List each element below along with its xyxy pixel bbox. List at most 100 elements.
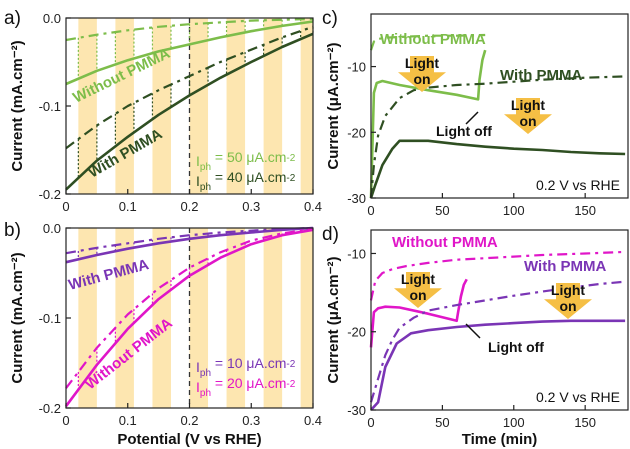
iph-part: -2 — [286, 379, 295, 390]
iph-part: ph — [200, 368, 211, 379]
y-axis-label: Current (μA.cm⁻²) — [325, 256, 342, 383]
iph-part: I — [196, 153, 200, 169]
light-stripe — [189, 18, 209, 194]
arrow-label: Light — [551, 282, 586, 298]
light-stripe — [226, 228, 246, 408]
iph-label: Iph = 50 μA.cm-2 — [196, 149, 296, 173]
light-stripe — [78, 18, 97, 194]
annotation-without-pmma: Without PMMA — [380, 31, 486, 48]
x-tick-label: 0 — [62, 413, 69, 428]
series-line-without-pmma-light — [369, 33, 486, 51]
light-stripe — [78, 228, 97, 408]
down-arrow-icon — [394, 272, 442, 308]
light-stripe — [115, 228, 134, 408]
series-line-without-pmma-light — [65, 227, 314, 389]
x-tick-label: 0.1 — [119, 413, 137, 428]
light-stripe — [152, 18, 171, 194]
panel-a: 0 0.1 0.2 0.3 0.4 0.0 -0.1 -0.2 a) Current (mA.cm… — [4, 8, 322, 214]
series-line-without-pmma-dark — [369, 49, 487, 199]
iph-label: Iph = 40 μA.cm-2 — [196, 169, 296, 193]
panel-b: 0 0.1 0.2 0.3 0.4 0.0 -0.1 -0.2 b) Current (mA.cm… — [4, 220, 322, 448]
iph-part: -2 — [286, 359, 295, 370]
y-tick-label: -20 — [347, 325, 366, 340]
x-tick-label: 0 — [367, 203, 374, 218]
x-axis-label: Time (min) — [462, 431, 538, 448]
x-axis-label: Potential (V vs RHE) — [117, 431, 261, 448]
axes-frame — [370, 229, 629, 411]
arrow-label: Light — [511, 97, 546, 113]
light-stripe — [152, 228, 171, 408]
panel-d: 0 50 100 150 -10 -20 -30 d) Current (μA.cm⁻²) Tim… — [322, 224, 629, 448]
arrow-label: Light — [401, 271, 436, 287]
iph-part: ph — [200, 182, 211, 193]
x-tick-label: 0 — [367, 415, 374, 430]
axes-frame — [370, 13, 629, 199]
annotation-with-pmma: With PMMA — [500, 67, 583, 84]
panel-c: 0 50 100 150 -10 -20 -30 c) Current (μA.cm⁻²) Wit… — [322, 8, 629, 218]
y-axis-label: Current (mA.cm⁻²) — [9, 40, 26, 171]
iph-label: Iph = 10 μA.cm-2 — [196, 355, 296, 379]
light-stripe — [115, 18, 134, 194]
y-axis-label: Current (mA.cm⁻²) — [9, 252, 26, 383]
arrow-label: on — [519, 113, 536, 129]
footnote: 0.2 V vs RHE — [536, 389, 620, 405]
y-tick-label: -30 — [347, 191, 366, 206]
arrow-label: on — [559, 298, 576, 314]
iph-part: -2 — [286, 153, 295, 164]
x-tick-label: 150 — [574, 203, 596, 218]
x-tick-label: 150 — [574, 415, 596, 430]
x-tick-label: 100 — [503, 415, 525, 430]
down-arrow-icon — [398, 56, 446, 92]
series-line-with-pmma-dark — [65, 32, 314, 191]
light-stripe — [300, 228, 313, 408]
x-tick-label: 0 — [62, 199, 69, 214]
y-axis-label: Current (μA.cm⁻²) — [325, 42, 342, 169]
y-tick-label: -0.1 — [39, 99, 61, 114]
annotation-light-off: Light off — [488, 339, 544, 355]
x-tick-label: 0.1 — [119, 199, 137, 214]
light-off-pointer — [465, 111, 479, 125]
iph-part: ph — [200, 388, 211, 399]
iph-part: ph — [200, 162, 211, 173]
iph-part: -2 — [286, 173, 295, 184]
light-stripe — [300, 18, 313, 194]
down-arrow-icon — [544, 283, 592, 319]
iph-part: I — [196, 379, 200, 395]
y-tick-label: -30 — [347, 403, 366, 418]
annotation-without-pmma: Without PMMA — [392, 234, 498, 251]
series-line-with-pmma-light — [369, 280, 626, 403]
x-tick-label: 0.4 — [304, 413, 322, 428]
y-tick-label: -0.2 — [39, 187, 61, 202]
arrow-label: on — [413, 71, 430, 87]
panel-label: b) — [4, 220, 21, 241]
x-tick-label: 0.2 — [180, 199, 198, 214]
x-tick-label: 100 — [503, 203, 525, 218]
y-tick-label: -10 — [347, 60, 366, 75]
y-tick-label: 0.0 — [43, 11, 61, 26]
series-line-without-pmma-light — [369, 250, 626, 301]
annotation-with-pmma: With PMMA — [524, 258, 607, 275]
footnote: 0.2 V vs RHE — [536, 177, 620, 193]
y-tick-label: -20 — [347, 125, 366, 140]
iph-part: = 10 μA.cm — [211, 355, 286, 371]
down-arrow-icon — [504, 98, 552, 134]
arrow-label: Light — [405, 55, 440, 71]
panel-label: c) — [322, 8, 338, 29]
iph-part: I — [196, 359, 200, 375]
panel-label: d) — [322, 224, 339, 245]
series-line-with-pmma-dark — [65, 226, 314, 264]
iph-label: Iph = 20 μA.cm-2 — [196, 375, 296, 399]
y-tick-label: 0.0 — [43, 221, 61, 236]
y-tick-label: -10 — [347, 246, 366, 261]
iph-part: = 20 μA.cm — [211, 375, 286, 391]
annotation-light-off: Light off — [436, 123, 492, 139]
iph-part: = 40 μA.cm — [211, 169, 286, 185]
x-tick-label: 0.4 — [304, 199, 322, 214]
x-tick-label: 50 — [435, 415, 449, 430]
series-line-with-pmma-light — [369, 75, 626, 199]
series-line-with-pmma-dark — [369, 139, 626, 199]
light-stripe — [263, 228, 283, 408]
light-stripe — [226, 18, 246, 194]
light-stripe — [263, 18, 283, 194]
